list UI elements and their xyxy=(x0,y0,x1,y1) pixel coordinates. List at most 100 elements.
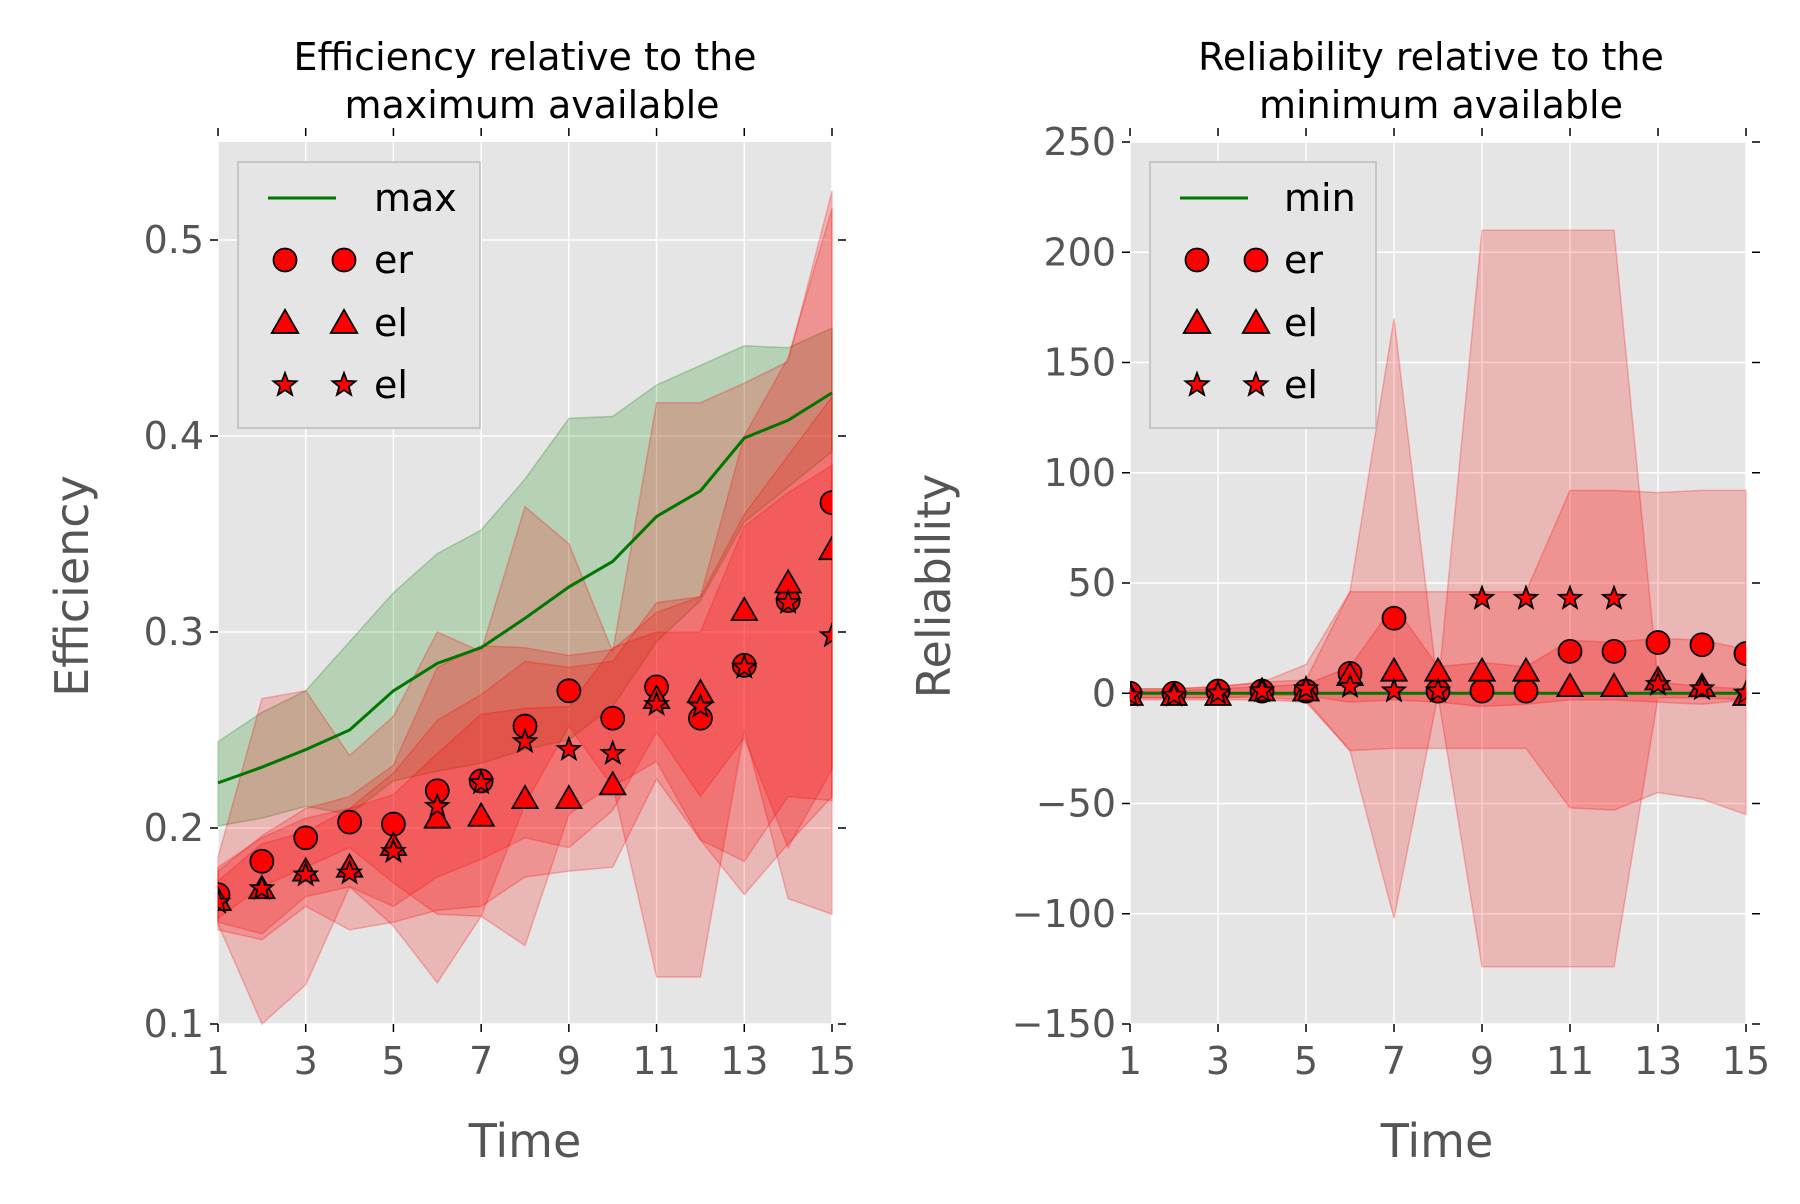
reliability-y-tick-label: 0 xyxy=(1092,671,1116,715)
efficiency-lines xyxy=(217,391,833,785)
efficiency-el-star-marker xyxy=(818,621,832,648)
efficiency-el-triangle-marker xyxy=(466,801,496,827)
reliability-el-star-marker xyxy=(1424,676,1452,703)
efficiency-legend-el-triangle-swatch xyxy=(270,307,300,334)
reliability-legend-el-triangle-swatch xyxy=(1241,307,1271,334)
reliability-markers xyxy=(1130,584,1746,707)
efficiency-band-4 xyxy=(217,394,833,941)
efficiency-er-circle-marker xyxy=(556,678,582,704)
reliability-el-triangle-marker xyxy=(1467,656,1497,682)
reliability-el-star-marker xyxy=(1468,584,1496,610)
reliability-er-circle-marker xyxy=(1689,632,1715,658)
efficiency-x-tick-labels: 1 3 5 7 9 11 13 15 xyxy=(206,1039,856,1083)
reliability-y-tick-label: 200 xyxy=(1043,230,1116,274)
reliability-er-circle-marker xyxy=(1381,605,1407,631)
reliability-el-star-marker xyxy=(1380,676,1408,703)
efficiency-el-star-marker xyxy=(248,874,276,901)
efficiency-el-star-marker xyxy=(599,739,627,765)
reliability-legend-el-star-swatch xyxy=(1242,370,1270,397)
reliability-el-star-marker xyxy=(1600,584,1628,610)
reliability-y-tick-label: −100 xyxy=(1012,892,1116,936)
efficiency-y-tick-label: 0.2 xyxy=(144,806,204,850)
reliability-y-tick-label: −150 xyxy=(1012,1002,1116,1046)
reliability-x-label: Time xyxy=(1380,1114,1494,1168)
efficiency-el-triangle-marker xyxy=(730,595,759,621)
efficiency-title-line2: maximum available xyxy=(344,83,719,127)
efficiency-el-star-marker xyxy=(336,858,364,885)
efficiency-legend-label-max: max xyxy=(374,176,457,220)
efficiency-band-3 xyxy=(217,464,833,935)
reliability-legend-label-el-triangle: el xyxy=(1284,301,1318,345)
efficiency-er-circle-marker xyxy=(293,825,319,851)
efficiency-y-tick-labels: 0.1 0.2 0.3 0.4 0.5 xyxy=(144,218,204,1046)
efficiency-x-tick-label: 7 xyxy=(469,1039,493,1083)
efficiency-er-circle-marker xyxy=(819,490,832,516)
reliability-legend-label-el-star: el xyxy=(1284,363,1318,407)
reliability-el-star-marker xyxy=(1556,584,1584,610)
reliability-x-tick-label: 9 xyxy=(1470,1039,1494,1083)
reliability-legend-label-er: er xyxy=(1284,238,1323,282)
reliability-y-tick-label: 250 xyxy=(1043,120,1116,164)
efficiency-el-triangle-marker xyxy=(554,784,584,809)
reliability-x-tick-labels: 1 3 5 7 9 11 13 15 xyxy=(1118,1039,1770,1083)
efficiency-el-star-marker xyxy=(423,792,451,818)
reliability-el-star-marker xyxy=(1160,681,1188,707)
reliability-legend-er-circle-swatch xyxy=(1184,247,1210,273)
reliability-el-star-marker xyxy=(1130,681,1144,707)
efficiency-el-star-marker xyxy=(511,727,539,754)
reliability-el-triangle-marker xyxy=(1599,672,1629,698)
reliability-er-circle-marker xyxy=(1513,678,1539,704)
reliability-el-star-marker xyxy=(1688,674,1716,701)
reliability-x-tick-label: 3 xyxy=(1206,1039,1230,1083)
efficiency-x-label: Time xyxy=(468,1114,582,1168)
efficiency-el-star-marker xyxy=(379,837,407,863)
efficiency-max-line xyxy=(217,391,833,785)
efficiency-legend-er-circle-swatch xyxy=(272,247,298,273)
efficiency-x-tick-label: 13 xyxy=(720,1039,768,1083)
efficiency-y-tick-label: 0.5 xyxy=(144,218,204,262)
efficiency-legend-label-er: er xyxy=(374,238,413,282)
reliability-el-star-marker xyxy=(1248,676,1276,703)
efficiency-el-triangle-marker xyxy=(423,803,452,829)
reliability-legend-el-triangle-swatch xyxy=(1182,307,1212,334)
reliability-y-tick-labels: −150 −100 −50 0 50 100 150 200 250 xyxy=(1012,120,1116,1046)
reliability-el-star-marker xyxy=(1644,670,1672,696)
efficiency-x-tick-label: 11 xyxy=(632,1039,680,1083)
efficiency-band-2 xyxy=(217,208,833,920)
reliability-y-tick-label: −50 xyxy=(1036,782,1116,826)
efficiency-title-line1: Efficiency relative to the xyxy=(293,35,756,79)
efficiency-er-circle-marker xyxy=(249,848,275,874)
reliability-title-line2: minimum available xyxy=(1259,83,1623,127)
reliability-y-tick-label: 150 xyxy=(1043,341,1116,385)
efficiency-el-star-marker xyxy=(218,888,232,914)
efficiency-el-star-marker xyxy=(292,860,320,887)
reliability-y-label: Reliability xyxy=(907,474,961,699)
reliability-x-tick-label: 15 xyxy=(1722,1039,1770,1083)
reliability-el-star-marker xyxy=(1336,672,1364,699)
efficiency-band-1 xyxy=(217,190,833,1026)
reliability-legend-el-star-swatch xyxy=(1183,370,1211,397)
efficiency-legend-label-el-star: el xyxy=(374,363,408,407)
efficiency-el-triangle-marker xyxy=(510,784,540,809)
efficiency-el-star-marker xyxy=(686,692,714,718)
reliability-el-star-marker xyxy=(1512,584,1540,610)
efficiency-x-tick-label: 5 xyxy=(381,1039,405,1083)
efficiency-markers xyxy=(218,490,832,914)
efficiency-y-tick-label: 0.1 xyxy=(144,1002,204,1046)
reliability-er-circle-marker xyxy=(1733,641,1746,666)
efficiency-y-tick-label: 0.3 xyxy=(144,610,204,654)
reliability-er-circle-marker xyxy=(1469,678,1495,704)
reliability-x-tick-label: 11 xyxy=(1546,1039,1594,1083)
efficiency-el-star-marker xyxy=(730,653,758,679)
reliability-legend-label-min: min xyxy=(1284,176,1356,220)
efficiency-ticks xyxy=(210,128,846,1032)
reliability-er-circle-marker xyxy=(1601,638,1627,664)
reliability-el-star-marker xyxy=(1204,679,1232,705)
reliability-title-line1: Reliability relative to the xyxy=(1198,35,1664,79)
reliability-el-triangle-marker xyxy=(1511,656,1541,682)
reliability-er-circle-marker xyxy=(1645,630,1671,655)
reliability-x-tick-label: 5 xyxy=(1294,1039,1318,1083)
efficiency-y-tick-label: 0.4 xyxy=(144,414,204,458)
efficiency-legend-el-star-swatch xyxy=(271,370,299,397)
